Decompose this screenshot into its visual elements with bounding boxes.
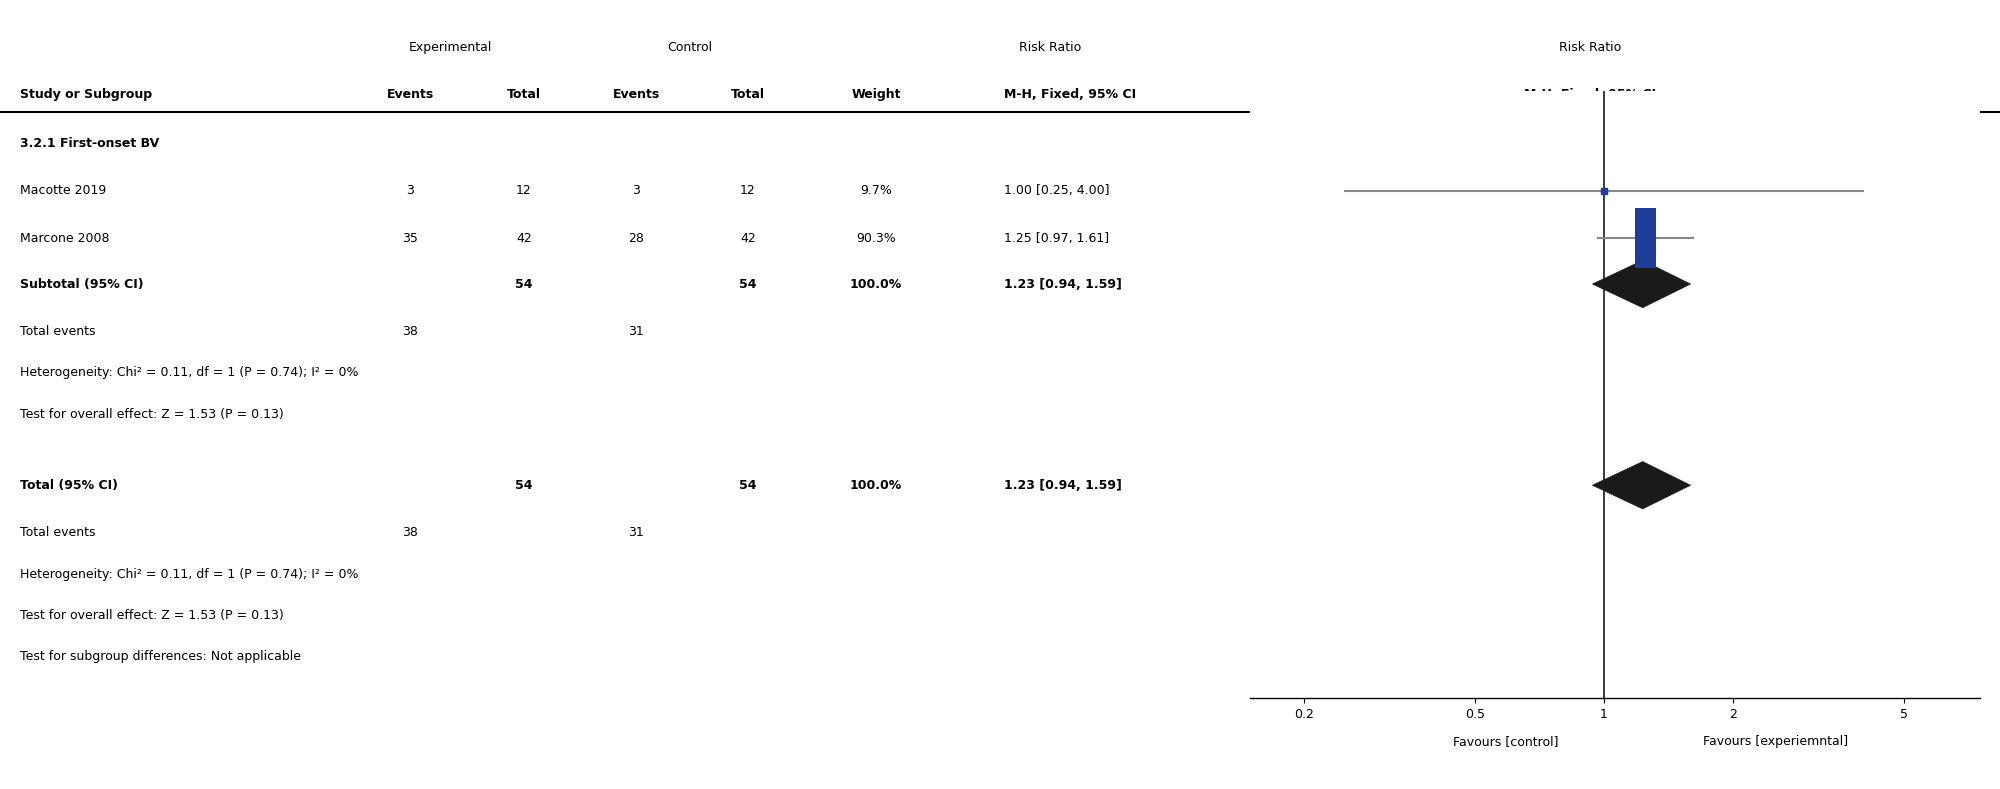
Text: Marcone 2008: Marcone 2008 [20, 232, 110, 245]
Text: Total events: Total events [20, 325, 96, 338]
Text: 28: 28 [628, 232, 644, 245]
Text: 12: 12 [740, 185, 756, 197]
Text: 31: 31 [628, 325, 644, 338]
Text: Weight: Weight [852, 88, 900, 101]
Text: 54: 54 [740, 278, 756, 290]
Text: 38: 38 [402, 325, 418, 338]
Text: Heterogeneity: Chi² = 0.11, df = 1 (P = 0.74); I² = 0%: Heterogeneity: Chi² = 0.11, df = 1 (P = … [20, 568, 358, 581]
Text: 1.23 [0.94, 1.59]: 1.23 [0.94, 1.59] [1004, 479, 1122, 492]
Text: 1.25 [0.97, 1.61]: 1.25 [0.97, 1.61] [1004, 232, 1110, 245]
Text: Subtotal (95% CI): Subtotal (95% CI) [20, 278, 144, 290]
Text: 3.2.1 First-onset BV: 3.2.1 First-onset BV [20, 137, 160, 150]
Text: Total: Total [508, 88, 540, 101]
Text: 3: 3 [406, 185, 414, 197]
Text: 38: 38 [402, 526, 418, 539]
Text: 54: 54 [740, 479, 756, 492]
Text: Events: Events [386, 88, 434, 101]
Text: Risk Ratio: Risk Ratio [1558, 41, 1622, 54]
Text: Heterogeneity: Chi² = 0.11, df = 1 (P = 0.74); I² = 0%: Heterogeneity: Chi² = 0.11, df = 1 (P = … [20, 366, 358, 379]
Text: Control: Control [668, 41, 712, 54]
Text: 1.23 [0.94, 1.59]: 1.23 [0.94, 1.59] [1004, 278, 1122, 290]
Text: 54: 54 [516, 278, 532, 290]
Text: Total (95% CI): Total (95% CI) [20, 479, 118, 492]
Polygon shape [1592, 260, 1690, 308]
Text: Events: Events [612, 88, 660, 101]
Text: 90.3%: 90.3% [856, 232, 896, 245]
Text: 42: 42 [516, 232, 532, 245]
Text: Total events: Total events [20, 526, 96, 539]
Text: 42: 42 [740, 232, 756, 245]
Text: Favours [control]: Favours [control] [1452, 735, 1558, 748]
Text: 3: 3 [632, 185, 640, 197]
Text: 31: 31 [628, 526, 644, 539]
Bar [1634, 208, 1656, 268]
Text: 9.7%: 9.7% [860, 185, 892, 197]
Text: Study or Subgroup: Study or Subgroup [20, 88, 152, 101]
Text: Macotte 2019: Macotte 2019 [20, 185, 106, 197]
Text: 54: 54 [516, 479, 532, 492]
Text: 100.0%: 100.0% [850, 479, 902, 492]
Text: 100.0%: 100.0% [850, 278, 902, 290]
Text: Experimental: Experimental [408, 41, 492, 54]
Text: 35: 35 [402, 232, 418, 245]
Text: Favours [experiemntal]: Favours [experiemntal] [1704, 735, 1848, 748]
Polygon shape [1592, 462, 1690, 509]
Text: 12: 12 [516, 185, 532, 197]
Text: Total: Total [732, 88, 764, 101]
Text: Test for overall effect: Z = 1.53 (P = 0.13): Test for overall effect: Z = 1.53 (P = 0… [20, 609, 284, 622]
Text: Test for subgroup differences: Not applicable: Test for subgroup differences: Not appli… [20, 650, 300, 663]
Text: M-H, Fixed, 95% CI: M-H, Fixed, 95% CI [1004, 88, 1136, 101]
Text: Test for overall effect: Z = 1.53 (P = 0.13): Test for overall effect: Z = 1.53 (P = 0… [20, 408, 284, 421]
Text: Risk Ratio: Risk Ratio [1018, 41, 1082, 54]
Text: M-H, Fixed, 95% CI: M-H, Fixed, 95% CI [1524, 88, 1656, 101]
Text: 1.00 [0.25, 4.00]: 1.00 [0.25, 4.00] [1004, 185, 1110, 197]
